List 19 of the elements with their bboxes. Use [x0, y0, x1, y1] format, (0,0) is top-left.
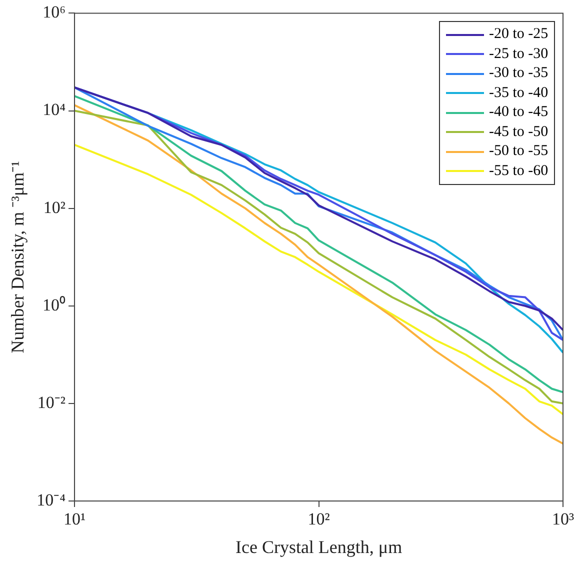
y-axis-title: Number Density, m ⁻³μm⁻¹: [8, 160, 28, 354]
x-tick-label: 10²: [308, 510, 330, 529]
x-tick-label: 10¹: [63, 510, 86, 529]
y-tick-label: 10²: [43, 198, 66, 217]
y-tick-label: 10⁴: [42, 100, 66, 120]
legend-label: -45 to -50: [489, 122, 548, 142]
legend-label: -50 to -55: [489, 142, 548, 162]
legend-label: -40 to -45: [489, 103, 548, 122]
legend-label: -30 to -35: [489, 64, 548, 84]
legend-label: -35 to -40: [489, 84, 548, 103]
y-tick-label: 10⁰: [42, 295, 66, 314]
x-axis-title: Ice Crystal Length, μm: [235, 536, 402, 557]
legend-label: -25 to -30: [489, 44, 548, 64]
x-tick-label: 10³: [552, 510, 574, 529]
y-tick-label: 10⁻²: [37, 392, 66, 412]
y-tick-label: 10⁻⁴: [36, 490, 66, 510]
legend-label: -55 to -60: [489, 162, 548, 181]
y-tick-label: 10⁶: [42, 2, 66, 22]
legend-label: -20 to -25: [489, 25, 548, 44]
